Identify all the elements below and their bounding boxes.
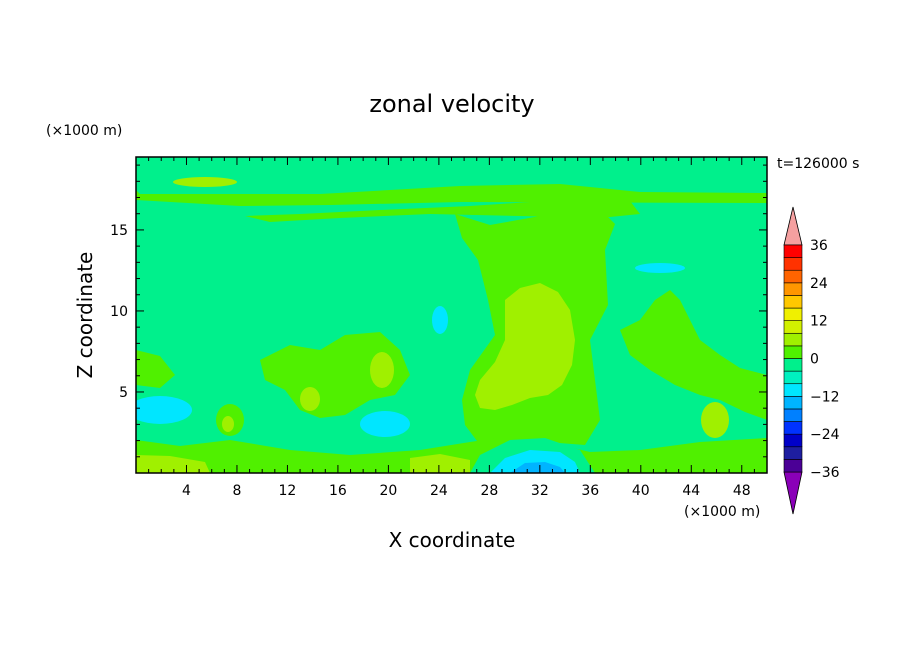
contour-positive-mid-patch xyxy=(370,352,394,388)
colorbar-bottom-arrow xyxy=(783,471,803,515)
x-tick-label: 8 xyxy=(232,483,241,499)
x-unit-label: (×1000 m) xyxy=(684,504,760,520)
colorbar-box xyxy=(783,370,803,385)
colorbar-tick-label: −12 xyxy=(810,389,840,405)
contour-field xyxy=(136,157,767,473)
colorbar-box xyxy=(783,383,803,397)
colorbar-box xyxy=(783,345,803,359)
contour-positive-small-2 xyxy=(222,416,234,432)
colorbar-tick-label: 36 xyxy=(810,238,828,254)
contour-negative-upper xyxy=(432,306,448,334)
x-tick-label: 28 xyxy=(480,483,498,499)
colorbar-box xyxy=(783,358,803,372)
x-tick-label: 16 xyxy=(329,483,347,499)
contour-positive-upper-band xyxy=(136,168,767,206)
colorbar-tick-label: 0 xyxy=(810,352,819,368)
contour-negative-bottom-min xyxy=(510,462,565,473)
y-tick-label: 5 xyxy=(119,385,128,401)
contour-positive-left-cluster xyxy=(260,332,410,418)
y-axis-label: Z coordinate xyxy=(73,252,97,379)
x-tick-label: 20 xyxy=(379,483,397,499)
x-tick-label: 44 xyxy=(682,483,700,499)
contour-positive-upper-patch xyxy=(173,177,237,187)
x-tick-label: 36 xyxy=(581,483,599,499)
colorbar-tick-label: 12 xyxy=(810,314,828,330)
contour-positive-bottom-left xyxy=(136,455,210,473)
colorbar-tick-label: 24 xyxy=(810,276,828,292)
colorbar-tick-label: −36 xyxy=(810,465,840,481)
colorbar-box xyxy=(783,408,803,422)
contour-positive-mid-patch-2 xyxy=(300,387,320,411)
contour-positive-bottom-mid xyxy=(410,454,470,473)
colorbar-box xyxy=(783,244,803,258)
x-axis-ticks: 4 8 12 16 20 24 28 32 36 40 44 48 xyxy=(148,157,755,499)
y-tick-label: 15 xyxy=(110,223,128,239)
colorbar-tick-label: −24 xyxy=(810,427,840,443)
x-tick-label: 40 xyxy=(632,483,650,499)
colorbar-box xyxy=(783,396,803,410)
y-unit-label: (×1000 m) xyxy=(46,123,122,139)
colorbar-box xyxy=(783,269,803,284)
colorbar-box xyxy=(783,332,803,347)
colorbar-box xyxy=(783,459,803,473)
colorbar-box xyxy=(783,320,803,334)
x-tick-label: 48 xyxy=(733,483,751,499)
colorbar-box xyxy=(783,295,803,309)
contour-negative-left-2 xyxy=(360,411,410,437)
contour-positive-column-core xyxy=(475,283,575,410)
contour-positive-left-edge xyxy=(136,350,175,388)
colorbar-box xyxy=(783,282,803,296)
colorbar-box xyxy=(783,433,803,448)
y-axis-ticks: 5 10 15 xyxy=(110,164,767,458)
contour-positive-right xyxy=(620,290,767,420)
x-tick-label: 4 xyxy=(182,483,191,499)
colorbar-box xyxy=(783,421,803,435)
x-axis-label: X coordinate xyxy=(389,528,516,552)
x-tick-label: 24 xyxy=(430,483,448,499)
contour-positive-right-patch xyxy=(701,402,729,438)
colorbar-top-arrow xyxy=(783,206,803,246)
contour-negative-left xyxy=(136,396,192,424)
colorbar-box xyxy=(783,307,803,321)
colorbar-box xyxy=(783,257,803,271)
colorbar-box xyxy=(783,446,803,460)
time-label: t=126000 s xyxy=(777,156,859,172)
x-tick-label: 32 xyxy=(531,483,549,499)
x-tick-label: 12 xyxy=(279,483,297,499)
contour-negative-right xyxy=(635,263,685,273)
contour-positive-bottom-band xyxy=(136,436,767,473)
chart-title: zonal velocity xyxy=(369,90,534,118)
y-tick-label: 10 xyxy=(110,304,128,320)
colorbar: 36 24 12 0 −12 −24 −36 xyxy=(783,206,840,515)
